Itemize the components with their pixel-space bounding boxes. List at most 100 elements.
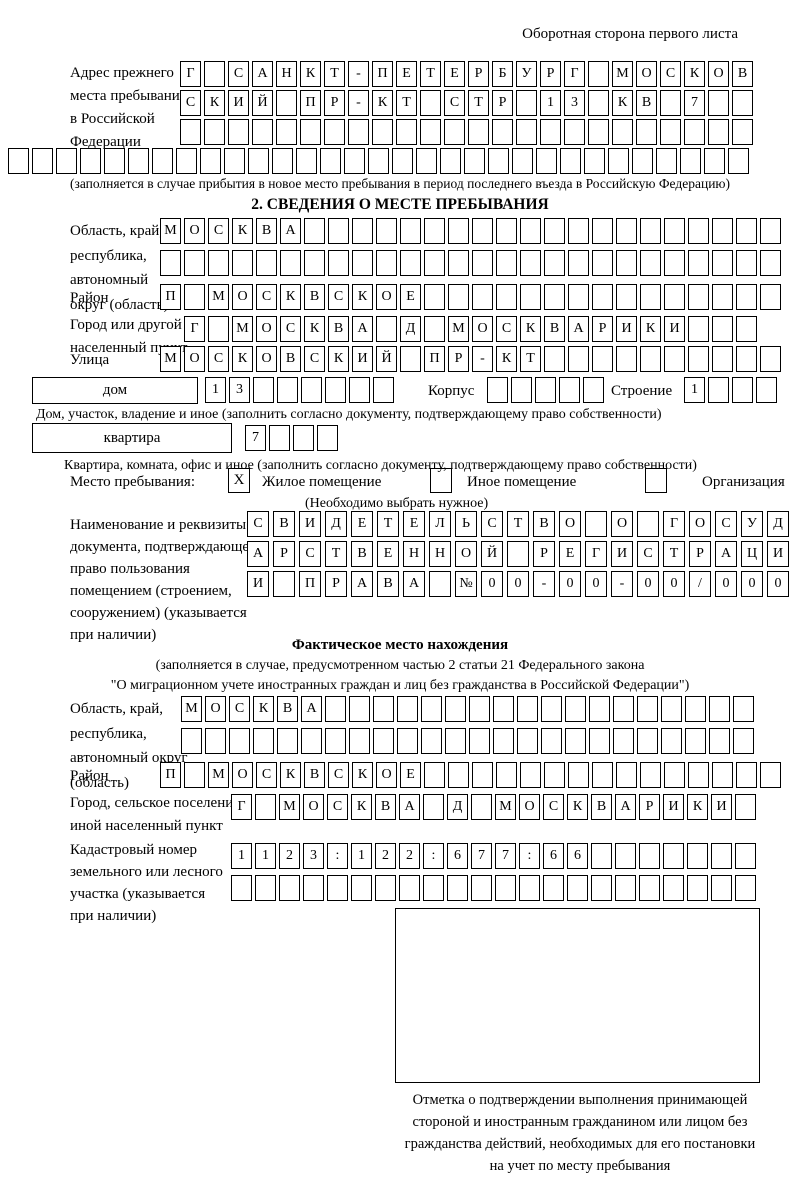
char-cell: А <box>615 794 636 820</box>
char-cell <box>688 316 709 342</box>
char-cell <box>711 875 732 901</box>
char-cell: М <box>181 696 202 722</box>
factual-note-2: "О миграционном учете иностранных гражда… <box>110 678 690 693</box>
oblast-row-2 <box>160 250 781 276</box>
char-cell <box>708 90 729 116</box>
char-cell <box>735 875 756 901</box>
char-cell <box>516 90 537 116</box>
mesto-note: (Необходимо выбрать нужное) <box>305 496 489 511</box>
char-cell <box>255 875 276 901</box>
char-cell <box>253 377 274 403</box>
char-cell: В <box>591 794 612 820</box>
char-cell <box>421 696 442 722</box>
char-cell: 1 <box>231 843 252 869</box>
char-cell: П <box>424 346 445 372</box>
char-cell: В <box>304 762 325 788</box>
char-cell: К <box>372 90 393 116</box>
char-cell <box>592 250 613 276</box>
char-cell: И <box>767 541 789 567</box>
char-cell <box>541 696 562 722</box>
char-cell <box>507 541 529 567</box>
char-cell: 0 <box>741 571 763 597</box>
char-cell <box>248 148 269 174</box>
char-cell <box>397 728 418 754</box>
char-cell: К <box>612 90 633 116</box>
char-cell: С <box>280 316 301 342</box>
char-cell <box>208 250 229 276</box>
char-cell <box>496 250 517 276</box>
char-cell <box>424 284 445 310</box>
checkbox-organizatsiya <box>645 468 667 493</box>
char-cell <box>704 148 725 174</box>
char-cell <box>735 794 756 820</box>
char-cell: К <box>496 346 517 372</box>
char-cell: К <box>352 762 373 788</box>
char-cell: О <box>205 696 226 722</box>
char-cell <box>160 250 181 276</box>
char-cell <box>325 728 346 754</box>
char-cell: В <box>636 90 657 116</box>
char-cell: О <box>184 218 205 244</box>
char-cell: Е <box>351 511 373 537</box>
kadastr-label: Кадастровый номер земельного или лесного… <box>70 842 223 924</box>
char-cell: В <box>328 316 349 342</box>
char-cell <box>685 696 706 722</box>
char-cell: М <box>160 218 181 244</box>
char-cell <box>565 696 586 722</box>
char-cell <box>560 148 581 174</box>
char-cell: Г <box>564 61 585 87</box>
char-cell <box>400 346 421 372</box>
char-cell: К <box>567 794 588 820</box>
char-cell: Т <box>396 90 417 116</box>
char-cell <box>708 377 729 403</box>
char-cell: С <box>208 346 229 372</box>
char-cell: Р <box>468 61 489 87</box>
char-cell: С <box>180 90 201 116</box>
mesto-label: Место пребывания: <box>70 474 195 490</box>
char-cell <box>592 218 613 244</box>
checkbox-inoe <box>430 468 452 493</box>
char-cell: Й <box>376 346 397 372</box>
char-cell <box>616 762 637 788</box>
dom-note: Дом, участок, владение и иное (заполнить… <box>36 407 662 422</box>
char-cell: В <box>544 316 565 342</box>
char-cell <box>325 377 346 403</box>
char-cell <box>273 571 295 597</box>
char-cell <box>472 218 493 244</box>
stamp-caption: Отметка о подтверждении выполнения прини… <box>404 1092 756 1174</box>
char-cell: А <box>715 541 737 567</box>
char-cell <box>760 250 781 276</box>
char-cell <box>712 762 733 788</box>
char-cell <box>277 728 298 754</box>
char-cell: 1 <box>684 377 705 403</box>
char-cell: 0 <box>767 571 789 597</box>
char-cell <box>736 316 757 342</box>
char-cell <box>591 843 612 869</box>
char-cell: Т <box>377 511 399 537</box>
char-cell <box>352 250 373 276</box>
stroenie-label: Строение <box>611 383 673 399</box>
char-cell <box>660 90 681 116</box>
char-cell <box>255 794 276 820</box>
char-cell <box>664 346 685 372</box>
char-cell <box>733 696 754 722</box>
char-cell: 0 <box>507 571 529 597</box>
char-cell <box>184 284 205 310</box>
char-cell <box>420 90 441 116</box>
char-cell <box>685 728 706 754</box>
char-cell <box>568 250 589 276</box>
char-cell <box>296 148 317 174</box>
char-cell <box>469 728 490 754</box>
char-cell <box>444 119 465 145</box>
char-cell <box>568 284 589 310</box>
char-cell <box>300 119 321 145</box>
char-cell: / <box>689 571 711 597</box>
char-cell <box>684 119 705 145</box>
char-cell: Р <box>273 541 295 567</box>
char-cell <box>421 728 442 754</box>
char-cell <box>664 218 685 244</box>
char-cell: В <box>304 284 325 310</box>
char-cell: 3 <box>303 843 324 869</box>
char-cell <box>373 696 394 722</box>
